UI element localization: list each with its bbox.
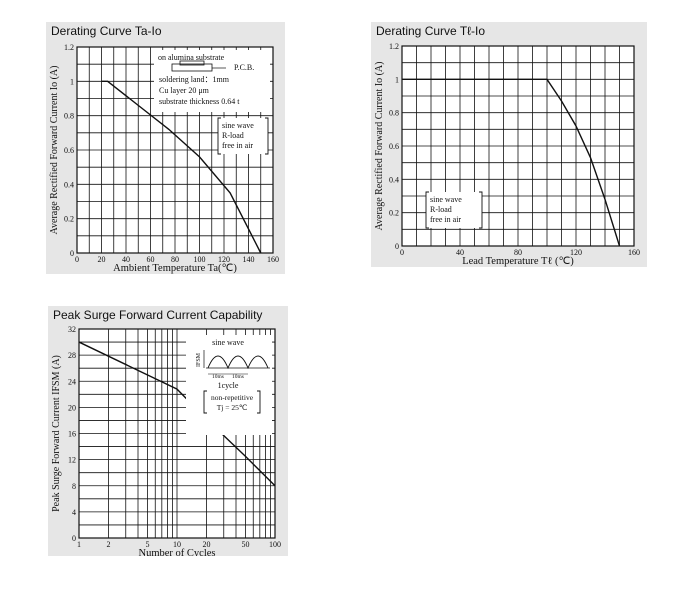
y-tick-label: 0.6 — [64, 146, 74, 155]
y-tick-label: 0 — [72, 534, 76, 543]
substrate-note: on alumina substrate — [158, 53, 225, 62]
y-tick-label: 4 — [72, 508, 76, 517]
x-tick-label: 5 — [145, 540, 149, 549]
load-note-box — [426, 192, 482, 228]
annotation-bracket — [425, 191, 429, 229]
annotation-bracket — [265, 117, 269, 155]
one-cycle-note: 1cycle — [218, 381, 239, 390]
y-tick-label: 0.8 — [64, 112, 74, 121]
y-tick-label: 0 — [70, 249, 74, 258]
series-line — [101, 80, 262, 254]
annotation-bracket — [479, 191, 483, 229]
y-tick-label: 32 — [68, 325, 76, 334]
x-tick-label: 140 — [243, 255, 255, 264]
ifsm-label: IFSM — [196, 352, 202, 367]
sine-wave-note: sine wave — [212, 338, 244, 347]
waveform-note-box — [186, 335, 272, 435]
substrate-note-box — [154, 50, 270, 112]
x-axis-label: Number of Cycles — [139, 548, 216, 556]
y-tick-label: 1 — [395, 75, 399, 84]
load-note-box — [218, 118, 268, 154]
x-tick-label: 100 — [269, 540, 281, 549]
x-tick-label: 160 — [267, 255, 279, 264]
y-tick-label: 8 — [72, 482, 76, 491]
series-line — [402, 78, 621, 247]
free-in-air-note: free in air — [430, 215, 461, 224]
derating-ta-chart: 0 20 40 60 80 100 120 140 160 0 0.2 0.4 0.6 0.8 1 1.2 Am… — [49, 43, 279, 274]
plot-frame — [78, 328, 276, 539]
pcb-sketch — [171, 63, 213, 72]
x-tick-label: 160 — [628, 248, 640, 257]
x-tick-label: 40 — [122, 255, 130, 264]
chart-title: Derating Curve Tℓ-Io — [376, 24, 486, 38]
y-tick-label: 0.2 — [64, 215, 74, 224]
y-tick-label: 0.4 — [64, 180, 74, 189]
x-tick-label: 50 — [241, 540, 249, 549]
plot-frame — [76, 46, 274, 254]
x-tick-label: 60 — [147, 255, 155, 264]
x-tick-label: 10 — [173, 540, 181, 549]
y-tick-label: 20 — [68, 403, 76, 412]
x-tick-label: 120 — [570, 248, 582, 257]
y-tick-label: 24 — [68, 377, 76, 386]
x-tick-label: 120 — [218, 255, 230, 264]
x-axis-label: Lead Temperature Tℓ (℃) — [462, 256, 574, 267]
y-tick-label: 0.2 — [389, 209, 399, 218]
x-tick-label: 0 — [400, 248, 404, 257]
junction-temp-note: Tj = 25℃ — [217, 403, 248, 412]
free-in-air-note: free in air — [222, 141, 253, 150]
x-tick-label: 80 — [514, 248, 522, 257]
y-axis-label: Average Rectified Forward Current Io (A) — [49, 66, 60, 235]
x-tick-label: 20 — [98, 255, 106, 264]
period-label-1: 10ms — [212, 374, 224, 380]
y-tick-label: 1 — [70, 77, 74, 86]
plot-frame — [401, 45, 635, 247]
y-axis-label: Peak Surge Forward Current IFSM (A) — [51, 355, 62, 512]
y-tick-label: 1.2 — [389, 42, 399, 51]
derating-tl-panel: Derating Curve Tℓ-Io 0 40 80 120 160 0 0.2 0.4 0… — [371, 22, 647, 267]
y-tick-label: 16 — [68, 430, 76, 439]
cu-layer-note: Cu layer 20 μm — [159, 86, 210, 95]
annotation-bracket — [257, 390, 261, 414]
component-sketch — [179, 60, 205, 66]
derating-tl-chart: 0 40 80 120 160 0 0.2 0.4 0.6 0.8 1 1.2 Lead Tempera… — [374, 42, 640, 267]
y-tick-label: 12 — [68, 456, 76, 465]
x-tick-label: 20 — [203, 540, 211, 549]
non-repetitive-note: non-repetitive — [211, 393, 254, 402]
y-tick-label: 28 — [68, 351, 76, 360]
chart-title: Derating Curve Ta-Io — [51, 24, 162, 38]
y-tick-label: 0.6 — [389, 142, 399, 151]
waveform-curve — [207, 355, 269, 370]
y-tick-label: 0 — [395, 242, 399, 251]
sine-wave-note: sine wave — [222, 121, 254, 130]
y-tick-label: 0.8 — [389, 109, 399, 118]
pcb-label: P.C.B. — [234, 63, 254, 72]
derating-ta-panel: Derating Curve Ta-Io 0 20 40 60 80 100 120 140 1… — [46, 22, 285, 274]
x-tick-label: 0 — [75, 255, 79, 264]
r-load-note: R-load — [430, 205, 452, 214]
r-load-note: R-load — [222, 131, 244, 140]
x-tick-label: 1 — [77, 540, 81, 549]
period-label-2: 10ms — [232, 374, 244, 380]
x-tick-label: 80 — [171, 255, 179, 264]
y-tick-label: 1.2 — [64, 43, 74, 52]
y-axis-label: Average Rectified Forward Current Io (A) — [374, 62, 385, 231]
annotation-bracket — [217, 117, 221, 155]
annotation-bracket — [203, 390, 207, 414]
x-tick-label: 40 — [456, 248, 464, 257]
y-tick-label: 0.4 — [389, 175, 399, 184]
x-tick-label: 100 — [194, 255, 206, 264]
soldering-land-note: soldering land：1mm — [159, 75, 230, 84]
substrate-thickness-note: substrate thickness 0.64 t — [159, 97, 240, 106]
x-axis-label: Ambient Temperature Ta(℃) — [113, 263, 237, 274]
sine-wave-note: sine wave — [430, 195, 462, 204]
chart-title: Peak Surge Forward Current Capability — [53, 308, 263, 322]
x-tick-label: 2 — [107, 540, 111, 549]
